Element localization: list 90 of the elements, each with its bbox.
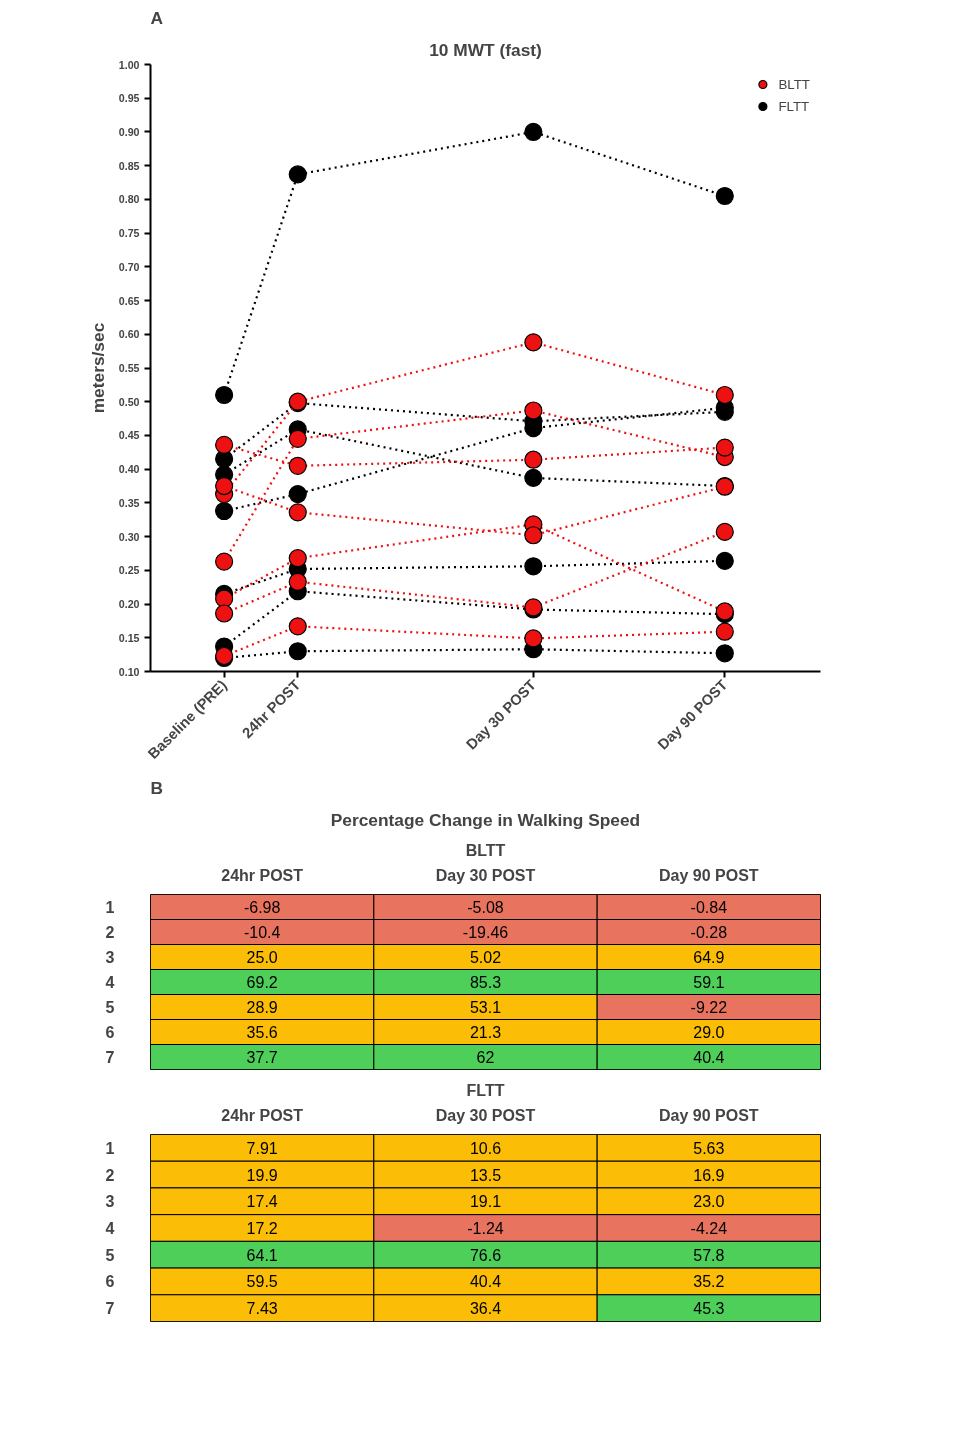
- y-tick-label: 1: [105, 899, 115, 916]
- data-label: 16.9: [693, 1166, 725, 1184]
- data-label: -5.08: [467, 899, 504, 916]
- data-label: 35.2: [693, 1273, 725, 1291]
- data-label: 64.1: [246, 1246, 278, 1264]
- data-label: 40.4: [469, 1273, 502, 1291]
- text: A: [150, 7, 164, 28]
- y-tick-label: 0.60: [118, 328, 140, 341]
- x-tick-label: Day 30 POST: [435, 1106, 536, 1124]
- y-tick-label: 1: [105, 1139, 115, 1157]
- data-label: 23.0: [693, 1193, 725, 1211]
- y-tick-label: 5: [105, 999, 115, 1016]
- y-tick-label: 6: [105, 1024, 115, 1041]
- data-label: -0.84: [690, 899, 728, 916]
- y-tick-label: 4: [105, 1220, 115, 1237]
- y-tick-label: 0.70: [118, 260, 140, 273]
- data-label: 59.1: [693, 974, 725, 991]
- y-tick-label: 0.45: [118, 429, 140, 442]
- y-tick-label: 0.40: [118, 463, 140, 476]
- data-label: 35.6: [246, 1024, 278, 1041]
- data-label: 17.4: [246, 1193, 278, 1211]
- y-tick-label: 0.55: [118, 362, 140, 374]
- x-tick-label: Day 90 POST: [659, 1106, 759, 1124]
- y-tick-label: 2: [105, 1166, 115, 1184]
- data-label: -19.46: [462, 924, 509, 941]
- y-tick-label: 0.10: [118, 665, 140, 678]
- y-tick-label: 0.65: [118, 294, 140, 307]
- y-tick-label: 0.50: [118, 395, 140, 408]
- data-label: 45.3: [693, 1300, 725, 1318]
- data-label: 19.9: [246, 1166, 278, 1184]
- data-label: 25.0: [246, 949, 278, 966]
- data-label: 17.2: [246, 1220, 278, 1237]
- y-tick-label: 1.00: [118, 58, 140, 71]
- y-tick-label: 4: [105, 974, 115, 991]
- data-label: -1.24: [467, 1220, 504, 1237]
- data-label: 28.9: [246, 999, 278, 1016]
- data-label: 7.43: [246, 1300, 278, 1318]
- y-tick-label: 7: [105, 1300, 115, 1318]
- legend-label: FLTT: [778, 98, 810, 114]
- y-tick-label: 0.80: [118, 193, 140, 206]
- data-label: 29.0: [693, 1024, 725, 1041]
- y-tick-label: 0.90: [118, 125, 140, 138]
- y-tick-label: 0.30: [118, 530, 140, 543]
- text: B: [150, 777, 164, 798]
- data-label: -6.98: [243, 899, 281, 916]
- y-tick-label: 3: [105, 949, 115, 966]
- y-tick-label: 0.25: [118, 564, 140, 577]
- data-label: 57.8: [693, 1246, 725, 1264]
- x-tick-label: 24hr POST: [221, 866, 304, 884]
- data-label: 37.7: [246, 1049, 278, 1066]
- legend-label: BLTT: [778, 76, 810, 92]
- data-label: 7.91: [246, 1139, 278, 1157]
- data-label: -9.22: [690, 999, 728, 1016]
- y-tick-label: 0.35: [118, 496, 140, 509]
- data-label: 69.2: [246, 974, 278, 991]
- x-tick-label: 24hr POST: [221, 1106, 304, 1124]
- data-label: 21.3: [469, 1024, 502, 1041]
- y-tick-label: 7: [105, 1049, 115, 1066]
- data-label: 59.5: [246, 1273, 278, 1291]
- data-label: 19.1: [469, 1193, 502, 1211]
- data-label: -0.28: [690, 924, 728, 941]
- y-tick-label: 0.20: [118, 598, 140, 611]
- y-tick-label: 6: [105, 1273, 115, 1291]
- data-label: 36.4: [469, 1300, 502, 1318]
- data-label: 76.6: [469, 1246, 502, 1264]
- data-label: 13.5: [469, 1166, 502, 1184]
- data-label: 85.3: [469, 974, 502, 991]
- y-tick-label: 5: [105, 1246, 115, 1264]
- data-label: -4.24: [690, 1220, 728, 1237]
- chart-title: 10 MWT (fast): [429, 39, 542, 60]
- data-label: 64.9: [693, 949, 725, 966]
- data-label: 53.1: [469, 999, 502, 1016]
- y-axis-title: meters/sec: [87, 322, 108, 414]
- y-tick-label: 0.75: [118, 227, 140, 240]
- chart-title: FLTT: [466, 1081, 505, 1099]
- data-label: 10.6: [469, 1139, 502, 1157]
- chart-subtitle: BLTT: [465, 841, 506, 859]
- data-label: -10.4: [243, 924, 281, 941]
- y-tick-label: 0.95: [118, 92, 140, 105]
- x-tick-label: Day 90 POST: [659, 866, 759, 884]
- data-label: 5.02: [469, 949, 502, 966]
- y-tick-label: 0.85: [118, 159, 140, 172]
- data-label: 5.63: [693, 1139, 725, 1157]
- y-tick-label: 2: [105, 924, 115, 941]
- data-label: 40.4: [693, 1049, 725, 1066]
- x-tick-label: Day 30 POST: [435, 866, 536, 884]
- y-tick-label: 0.15: [118, 631, 140, 644]
- data-label: 62: [476, 1049, 495, 1066]
- y-tick-label: 3: [105, 1193, 115, 1211]
- chart-title: Percentage Change in Walking Speed: [330, 809, 641, 830]
